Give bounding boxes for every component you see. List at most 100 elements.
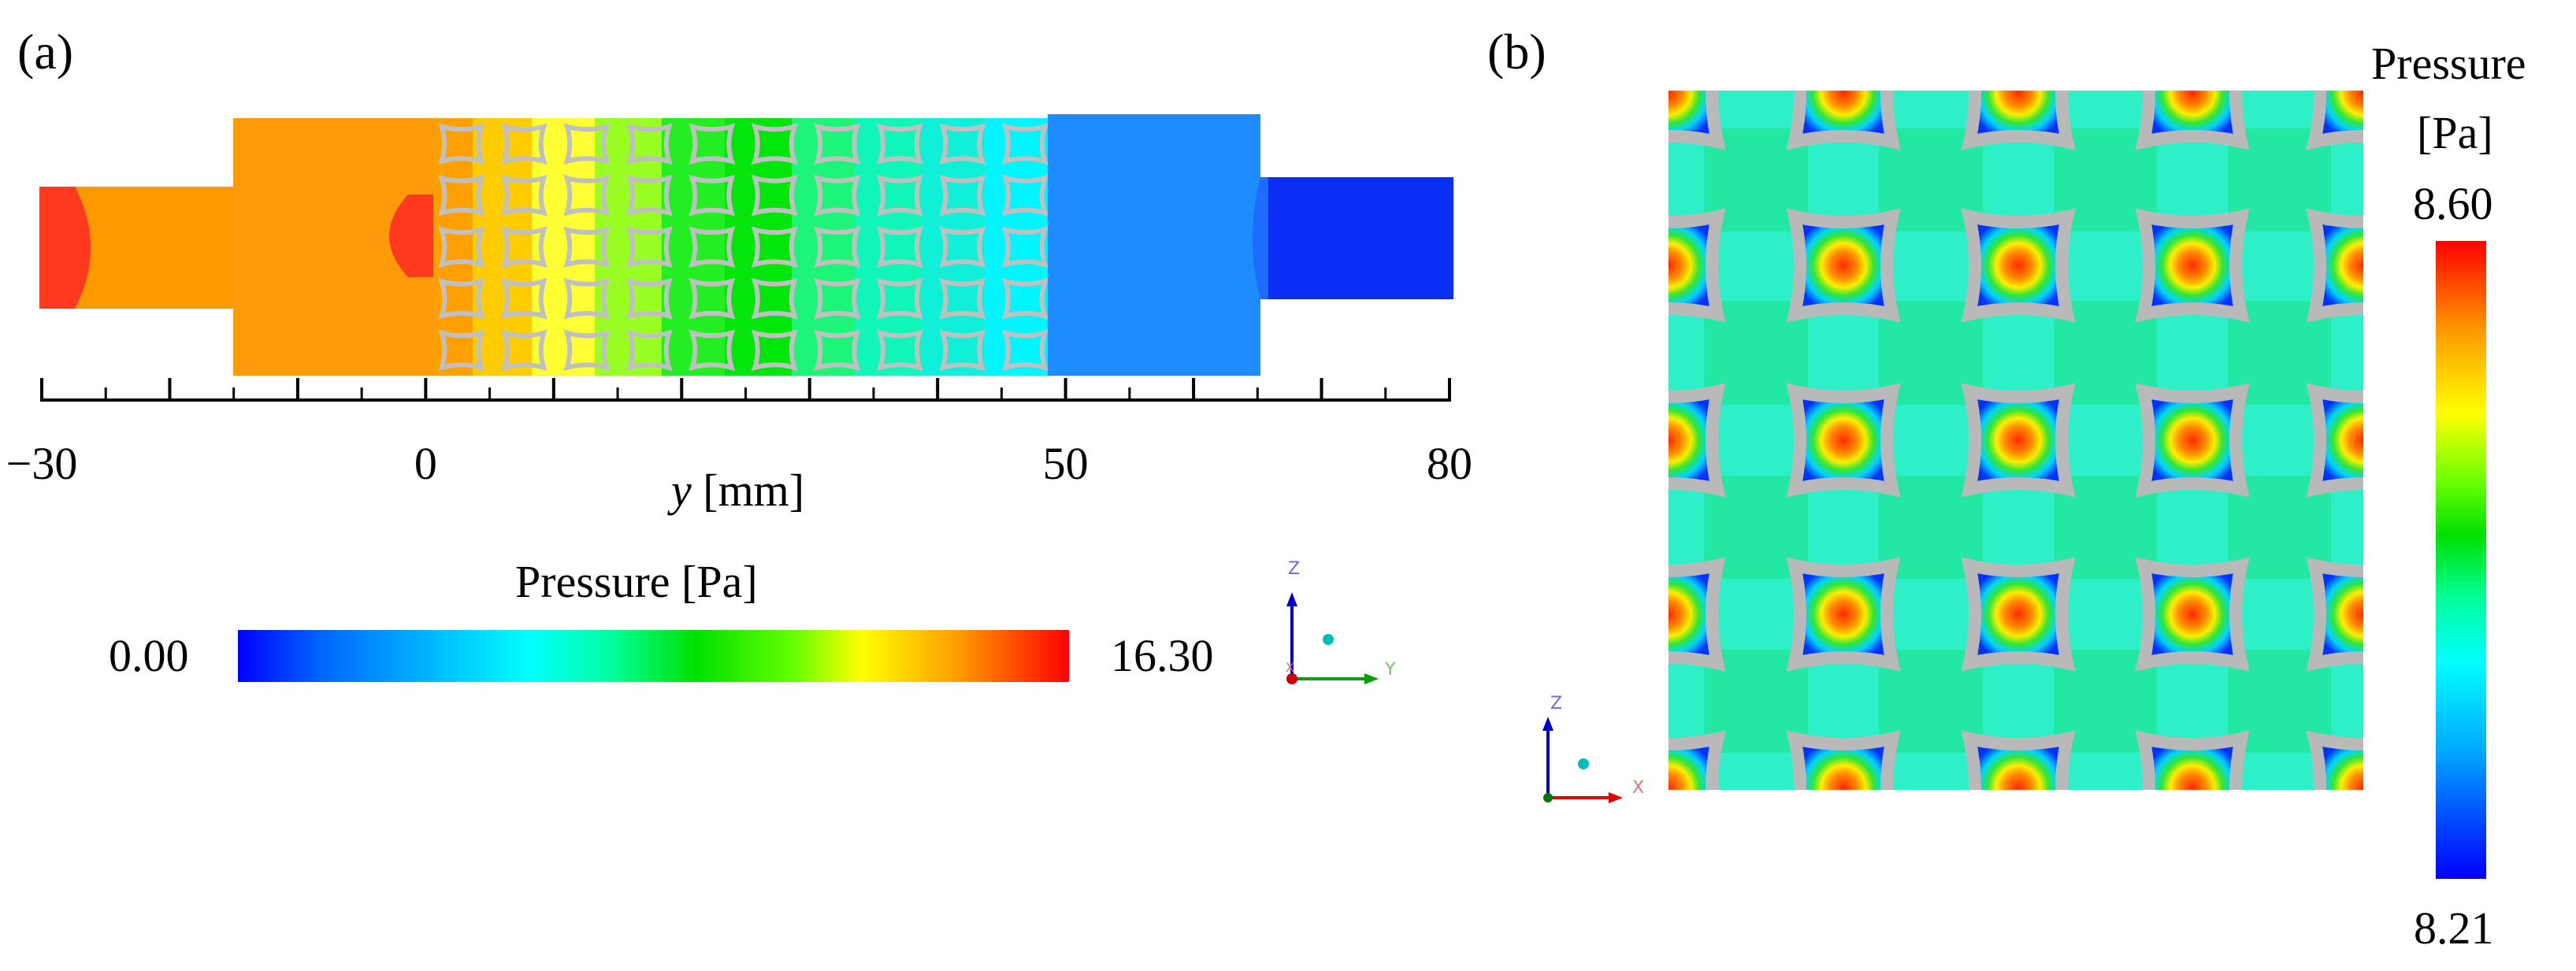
lattice-cell-outline	[876, 226, 923, 269]
lattice-cell-outline	[939, 174, 986, 217]
pressure-hotspot	[2314, 217, 2363, 314]
panel-b-pressure-field	[1668, 91, 2363, 790]
lattice-cell-outline	[876, 329, 923, 372]
lattice-cell-outline	[438, 123, 485, 165]
lattice-cell-outline	[876, 123, 923, 165]
lattice-cell-outline	[625, 277, 673, 320]
tick-label: 50	[1042, 438, 1089, 489]
lattice-strut-outline	[1786, 730, 1901, 790]
pressure-hotspot	[1668, 739, 1717, 790]
lattice-cell-outline	[438, 329, 485, 372]
pressure-hotspot	[2314, 565, 2363, 663]
lattice-strut-outline	[1961, 91, 2076, 150]
pressure-hotspot	[2144, 739, 2241, 790]
lattice-strut-outline	[2135, 383, 2250, 498]
lattice-strut-outline	[1668, 730, 1726, 790]
lattice-cell-outline	[689, 174, 736, 217]
pressure-hotspot	[2314, 91, 2363, 142]
coordinate-triad-b	[1542, 717, 1623, 803]
pressure-hotspot	[1969, 739, 2067, 790]
lattice-cell-outline	[500, 277, 547, 320]
colorbar-b-min-label: 8.21	[2414, 902, 2494, 954]
lattice-cell-outline	[1001, 123, 1049, 165]
colorbar-a-min-label: 0.00	[109, 630, 189, 681]
lattice-strut-outline	[2135, 730, 2250, 790]
pressure-hotspot	[1795, 739, 1892, 790]
lattice-cell-outline	[563, 123, 611, 165]
lattice-cell-outline	[814, 277, 861, 320]
lattice-cell-outline	[876, 174, 923, 217]
pressure-hotspot	[1795, 91, 1892, 142]
lattice-cell-outline	[563, 226, 611, 269]
colorbar-a-title: Pressure [Pa]	[515, 556, 758, 607]
y-axis-unit: [mm]	[703, 465, 805, 516]
pressure-hotspot	[2314, 739, 2363, 790]
lattice-cell-outline	[751, 123, 798, 165]
lattice-cell-outline	[1001, 277, 1049, 320]
lattice-strut-outline	[1786, 557, 1901, 672]
pressure-hotspot	[1969, 565, 2067, 663]
lattice-strut-outline	[1786, 208, 1901, 323]
lattice-strut-outline	[1786, 91, 1901, 150]
lattice-cell-outline	[814, 226, 861, 269]
pressure-hotspot	[1668, 391, 1717, 489]
lattice-cell-outline	[939, 329, 986, 372]
lattice-cell-outline	[625, 226, 673, 269]
pressure-hotspot	[1795, 217, 1892, 314]
lattice-strut-outline	[1961, 208, 2076, 323]
lattice-strut-outline	[2135, 208, 2250, 323]
lattice-cell-outline	[751, 226, 798, 269]
lattice-strut-outline	[2135, 91, 2250, 150]
lattice-cell-outline	[939, 123, 986, 165]
coordinate-triad-a	[1286, 592, 1379, 684]
colorbar-a	[238, 630, 1069, 682]
lattice-cell-outline	[689, 329, 736, 372]
lattice-strut-outline	[1786, 383, 1901, 498]
panel-a-label: (a)	[17, 24, 74, 80]
lattice-cell-outline	[438, 174, 485, 217]
tick-label: −30	[6, 438, 78, 489]
lattice-cell-outline	[625, 174, 673, 217]
pressure-hotspot	[2144, 391, 2241, 489]
lattice-cell-outline	[1001, 329, 1049, 372]
lattice-strut-outline	[1668, 383, 1726, 498]
panel-b-label: (b)	[1487, 24, 1546, 80]
lattice-strut-outline	[2306, 383, 2363, 498]
pressure-hotspot	[2144, 91, 2241, 142]
lattice-cell-outline	[438, 226, 485, 269]
pressure-hotspot	[1969, 91, 2067, 142]
colorbar-a-max-label: 16.30	[1111, 630, 1214, 681]
pressure-hotspot	[1969, 217, 2067, 314]
lattice-cell-outline	[939, 277, 986, 320]
colorbar-b-title-line2: [Pa]	[2417, 107, 2493, 158]
tick-label: 0	[414, 438, 437, 489]
colorbar-b	[2436, 241, 2486, 879]
outlet-transition	[1253, 177, 1268, 299]
lattice-strut-outline	[1668, 557, 1726, 672]
colorbar-b-title-line1: Pressure	[2371, 38, 2526, 89]
lattice-cell-outline	[500, 226, 547, 269]
outlet-reservoir	[1048, 114, 1260, 376]
pressure-hotspot	[1795, 391, 1892, 489]
lattice-cell-outline	[500, 329, 547, 372]
lattice-cells	[438, 123, 1049, 372]
lattice-cell-outline	[751, 329, 798, 372]
triad-b-x-letter: X	[1632, 778, 1645, 798]
pressure-hotspot	[2314, 391, 2363, 489]
pressure-hotspot	[1668, 565, 1717, 663]
outlet-tube	[1260, 177, 1453, 299]
lattice-strut-outline	[1668, 208, 1726, 323]
lattice-strut-outline	[1961, 383, 2076, 498]
pressure-hotspot	[1795, 565, 1892, 663]
lattice-strut-outline	[2306, 91, 2363, 150]
lattice-strut-outline	[2306, 208, 2363, 323]
panel-a-pressure-field	[39, 114, 1453, 376]
reservoir-hot-spot	[389, 195, 433, 277]
lattice-cell-outline	[625, 123, 673, 165]
lattice-cell-outline	[563, 277, 611, 320]
lattice-cell-outline	[814, 174, 861, 217]
triad-a-z-letter: Z	[1288, 559, 1301, 579]
lattice-cell-outline	[689, 226, 736, 269]
lattice-strut-outline	[1961, 730, 2076, 790]
lattice-cell-outline	[563, 174, 611, 217]
